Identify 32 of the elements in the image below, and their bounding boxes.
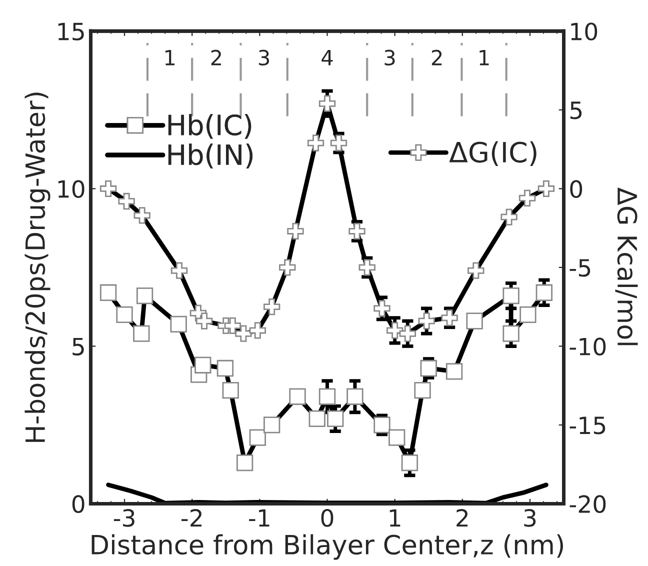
y2-tick-label: -15 xyxy=(570,416,606,434)
legend-label: Hb(IN) xyxy=(168,144,252,168)
y-tick-label: 5 xyxy=(72,338,84,356)
y2-tick-label: -10 xyxy=(570,338,606,356)
annotation: 1 xyxy=(165,50,174,66)
x-tick-label: 2 xyxy=(456,509,468,527)
legend-label: Hb(IC) xyxy=(168,114,252,139)
x-axis-title: Distance from Bilayer Center,z (nm) xyxy=(92,534,564,560)
annotation: 3 xyxy=(384,50,395,66)
annotation: 4 xyxy=(322,50,333,66)
annotation: 1 xyxy=(480,50,489,66)
x-tick-label: -1 xyxy=(249,509,270,527)
annotation: 2 xyxy=(211,50,221,66)
annotation: 2 xyxy=(432,50,442,66)
x-tick-label: 3 xyxy=(524,509,536,527)
y-axis-title: H-bonds/20ps(Drug-Water) xyxy=(24,92,50,442)
y2-axis-title: ΔG Kcal/mol xyxy=(615,188,638,346)
y-tick-label: 15 xyxy=(58,22,84,40)
x-tick-label: -3 xyxy=(114,509,134,527)
x-tick-label: 0 xyxy=(321,509,334,527)
annotation: 3 xyxy=(259,50,270,66)
y-tick-label: 0 xyxy=(72,495,84,514)
y-tick-label: 10 xyxy=(58,180,84,198)
line-series xyxy=(106,482,548,504)
y2-tick-label: -20 xyxy=(570,495,606,514)
y2-tick-label: 0 xyxy=(570,180,582,198)
legend-label: ΔG(IC) xyxy=(449,141,536,166)
y2-tick-label: 5 xyxy=(570,102,582,120)
x-tick-label: 1 xyxy=(390,509,400,527)
y2-tick-label: -5 xyxy=(570,259,590,277)
y2-tick-label: 10 xyxy=(571,22,598,40)
x-tick-label: -2 xyxy=(181,509,202,527)
